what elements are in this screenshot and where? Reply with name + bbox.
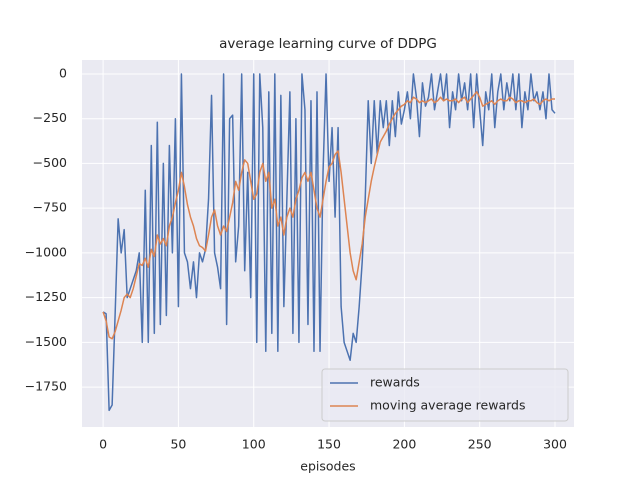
x-tick-label: 100	[242, 437, 266, 452]
y-tick-label: 0	[59, 65, 67, 80]
legend-label: rewards	[370, 375, 420, 390]
x-tick-label: 50	[170, 437, 186, 452]
chart-title: average learning curve of DDPG	[219, 36, 437, 52]
x-tick-label: 150	[317, 437, 341, 452]
y-tick-label: −1750	[25, 379, 67, 394]
series-line	[102, 91, 556, 340]
legend-box	[321, 368, 569, 422]
legend-label: moving average rewards	[370, 398, 525, 413]
y-tick-label: −1250	[25, 289, 67, 304]
x-tick-label: 250	[468, 437, 492, 452]
y-tick-label: −1000	[25, 244, 67, 259]
y-tick-label: −250	[33, 110, 67, 125]
lines	[102, 73, 556, 412]
x-axis-label: episodes	[300, 459, 355, 474]
x-tick-label: 300	[543, 437, 567, 452]
series-line	[102, 73, 556, 412]
x-tick-label: 0	[99, 437, 107, 452]
x-tick-label: 200	[392, 437, 416, 452]
y-tick-label: −1500	[25, 334, 67, 349]
y-tick-label: −750	[33, 200, 67, 215]
legend: rewards moving average rewards	[321, 368, 569, 422]
y-tick-label: −500	[33, 155, 67, 170]
